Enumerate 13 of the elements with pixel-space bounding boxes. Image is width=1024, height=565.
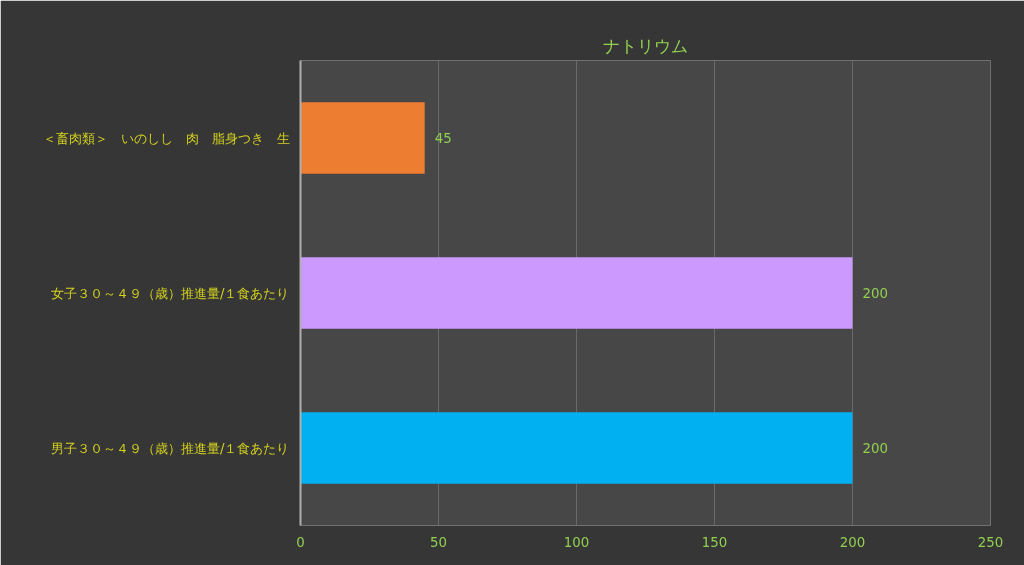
y-tick-label: ＜畜肉類＞ いのしし 肉 脂身つき 生 [42,130,290,146]
x-tick-label: 150 [701,534,728,550]
y-tick-label: 女子３０～４９（歳）推進量/１食あたり [51,285,290,301]
chart-title: ナトリウム [603,35,688,56]
x-tick-label: 100 [563,534,590,550]
x-tick-label: 50 [430,534,447,550]
data-label: 200 [862,286,888,301]
x-tick-label: 200 [839,534,866,550]
data-label: 45 [434,131,452,146]
data-label: 200 [862,441,888,456]
y-tick-label: 男子３０～４９（歳）推進量/１食あたり [51,440,290,456]
x-tick-label: 0 [296,534,305,550]
x-tick-label: 250 [977,534,1004,550]
